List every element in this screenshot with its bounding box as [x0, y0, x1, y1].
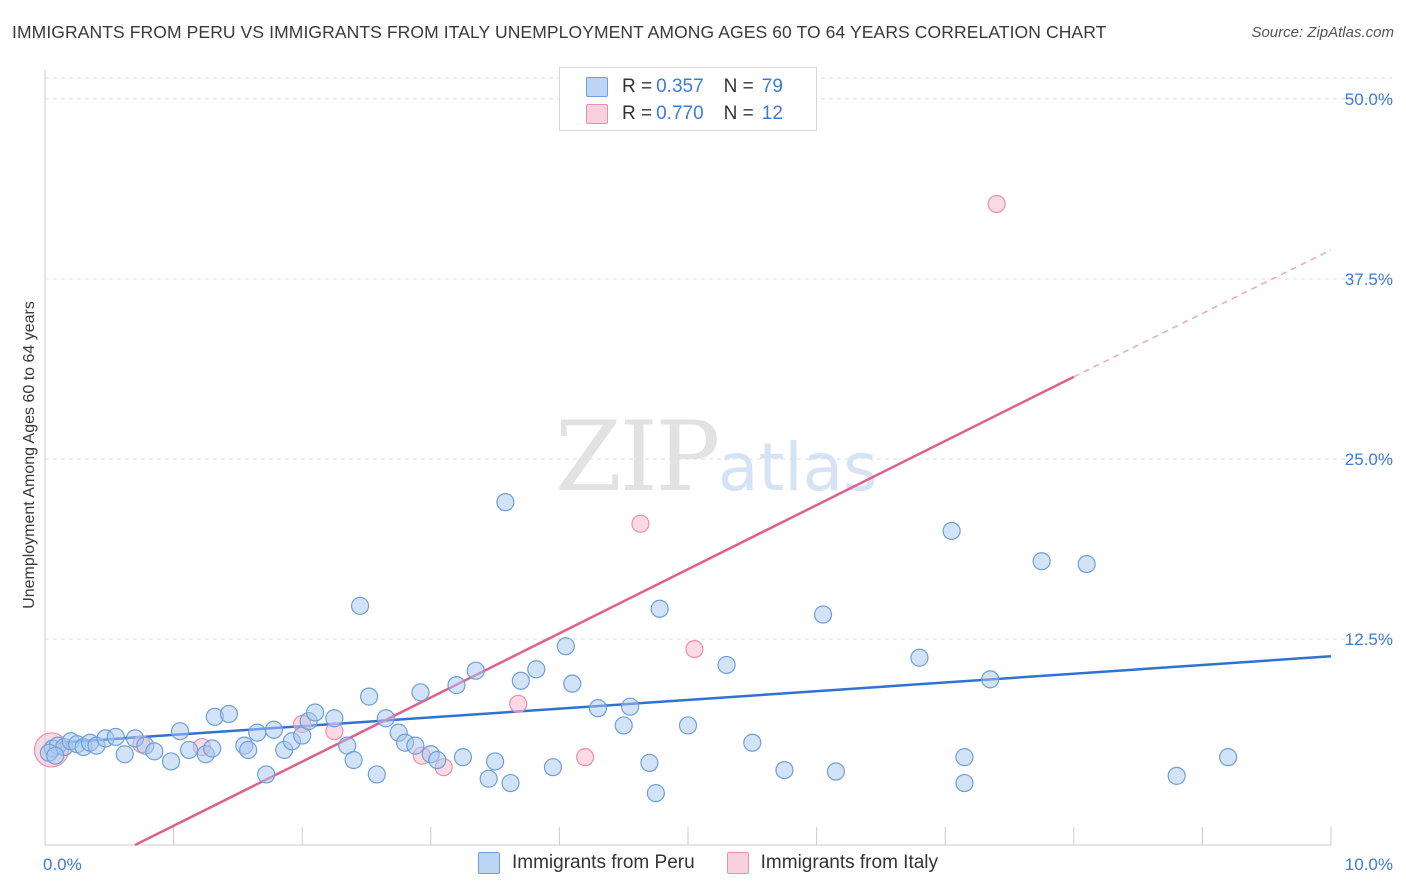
data-point-peru: [910, 648, 929, 667]
data-point-peru: [486, 752, 505, 771]
legend-swatch-italy: [586, 104, 608, 124]
data-point-peru: [376, 709, 395, 728]
data-point-peru: [588, 699, 608, 718]
data-point-peru: [1167, 766, 1186, 785]
watermark: ZIP atlas: [555, 401, 878, 513]
data-point-peru: [942, 521, 961, 541]
data-point-peru: [955, 748, 974, 767]
series-legend-label-peru: Immigrants from Peru: [512, 852, 695, 873]
data-point-peru: [717, 655, 736, 675]
data-point-peru: [650, 599, 669, 618]
series-legend-swatch-peru: [478, 852, 500, 874]
y-axis-label: Unemployment Among Ages 60 to 64 years: [21, 301, 38, 609]
data-point-peru: [511, 671, 530, 690]
data-point-peru: [527, 660, 546, 679]
legend-n-label: N =: [723, 103, 754, 124]
data-point-peru: [305, 703, 325, 722]
data-point-peru: [248, 723, 267, 742]
data-point-peru: [325, 709, 344, 728]
legend-n-value: 79: [761, 76, 783, 97]
data-point-peru: [179, 740, 199, 760]
y-tick-label: 50.0%: [1345, 90, 1393, 109]
data-point-peru: [1077, 554, 1096, 574]
series-legend-swatch-italy: [726, 852, 749, 874]
data-point-peru: [428, 750, 447, 770]
data-point-peru: [203, 739, 222, 758]
data-point-peru: [501, 773, 520, 793]
source-credit: Source: ZipAtlas.com: [1251, 24, 1394, 41]
data-point-peru: [826, 762, 845, 781]
data-point-peru: [563, 674, 582, 693]
legend-row-italy: R = 0.770 N = 12: [586, 102, 783, 126]
data-point-peru: [466, 661, 485, 680]
data-point-italy: [685, 639, 704, 659]
data-point-peru: [367, 765, 386, 784]
data-point-peru: [621, 697, 640, 716]
x-tick-label: 0.0%: [43, 855, 82, 874]
data-point-peru: [556, 637, 575, 656]
data-point-peru: [1219, 748, 1238, 767]
data-point-peru: [955, 773, 974, 793]
chart-title: IMMIGRANTS FROM PERU VS IMMIGRANTS FROM …: [12, 22, 1107, 42]
series-peru-points: [39, 493, 1238, 803]
legend-n-value: 12: [761, 103, 783, 124]
data-point-italy: [576, 748, 595, 767]
legend-r-label: R =: [622, 103, 653, 124]
data-point-peru: [145, 742, 164, 761]
legend-r-value: 0.357: [656, 76, 704, 97]
data-point-peru: [447, 676, 466, 695]
data-point-italy: [509, 694, 528, 713]
data-point-peru: [640, 753, 659, 772]
data-point-peru: [981, 670, 1000, 689]
tick-labels: 12.5% 25.0% 37.5% 50.0% 0.0% 10.0%: [43, 90, 1393, 874]
data-point-peru: [453, 748, 473, 767]
data-point-peru: [264, 720, 284, 739]
series-legend-peru: Immigrants from Peru: [478, 852, 695, 874]
data-point-peru: [170, 722, 190, 741]
data-point-peru: [646, 784, 665, 803]
data-point-peru: [1032, 552, 1051, 571]
trendline-italy: [134, 375, 1075, 847]
data-point-peru: [115, 745, 134, 764]
data-point-peru: [614, 716, 633, 735]
y-tick-label: 25.0%: [1345, 450, 1393, 469]
data-point-peru: [344, 750, 363, 770]
data-point-peru: [359, 687, 379, 706]
legend-r-label: R =: [622, 76, 653, 97]
data-point-peru: [543, 758, 563, 777]
data-point-peru: [411, 683, 430, 702]
data-point-peru: [219, 704, 238, 724]
data-point-peru: [406, 736, 425, 755]
legend-n-label: N =: [723, 76, 754, 97]
axes: [44, 70, 1332, 846]
data-point-peru: [350, 596, 370, 615]
data-point-peru: [813, 605, 833, 624]
series-legend: Immigrants from Peru Immigrants from Ita…: [478, 852, 970, 874]
data-point-peru: [743, 733, 762, 752]
data-point-peru: [257, 765, 276, 784]
legend-row-peru: R = 0.357 N = 79: [586, 75, 783, 99]
legend-r-value: 0.770: [656, 103, 704, 124]
watermark-zip: ZIP: [555, 401, 718, 513]
data-point-peru: [239, 740, 258, 760]
y-tick-label: 37.5%: [1345, 270, 1393, 289]
data-point-italy: [631, 514, 650, 533]
data-point-peru: [479, 769, 498, 788]
series-legend-label-italy: Immigrants from Italy: [760, 852, 939, 873]
data-point-peru: [161, 752, 181, 771]
y-tick-label: 12.5%: [1345, 630, 1393, 649]
series-legend-italy: Immigrants from Italy: [726, 852, 939, 874]
data-point-italy: [987, 194, 1006, 214]
data-point-peru: [106, 727, 125, 747]
data-point-peru: [775, 760, 794, 780]
legend-swatch-peru: [586, 77, 608, 97]
correlation-legend: R = 0.357 N = 79 R = 0.770 N = 12: [559, 67, 817, 131]
x-tick-label: 10.0%: [1345, 855, 1393, 874]
data-point-peru: [678, 716, 698, 735]
data-point-peru: [46, 746, 65, 765]
data-point-peru: [496, 493, 515, 512]
trendline-italy-extension: [1073, 249, 1332, 378]
watermark-atlas: atlas: [718, 429, 878, 506]
